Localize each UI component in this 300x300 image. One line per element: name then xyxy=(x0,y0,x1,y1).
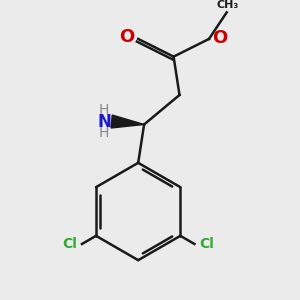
Text: N: N xyxy=(98,112,112,130)
Text: Cl: Cl xyxy=(200,237,214,251)
Text: CH₃: CH₃ xyxy=(216,0,238,10)
Polygon shape xyxy=(111,115,144,128)
Text: H: H xyxy=(98,103,109,117)
Text: Cl: Cl xyxy=(62,237,77,251)
Text: H: H xyxy=(98,126,109,140)
Text: O: O xyxy=(213,29,228,47)
Text: O: O xyxy=(119,28,135,46)
